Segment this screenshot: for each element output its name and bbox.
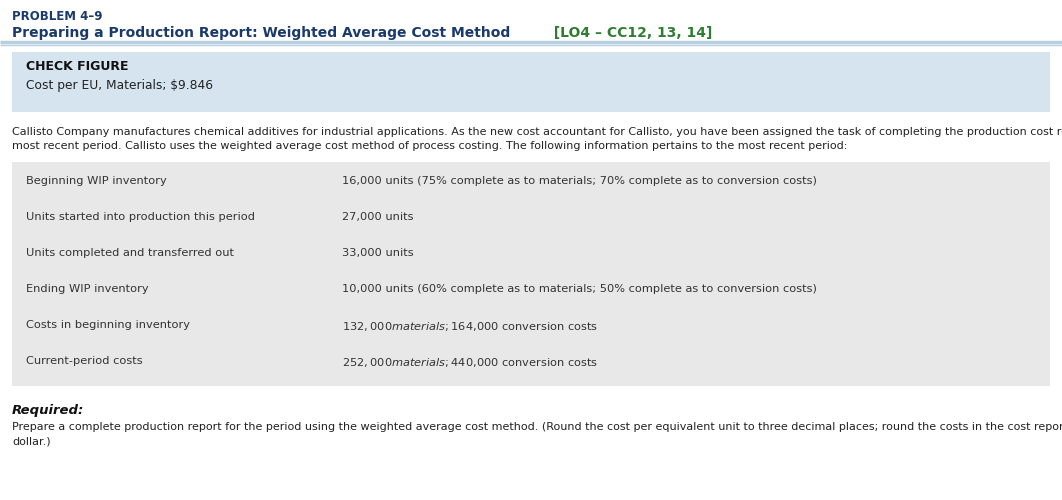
- Text: 16,000 units (75% complete as to materials; 70% complete as to conversion costs): 16,000 units (75% complete as to materia…: [342, 176, 817, 186]
- Text: Cost per EU, Materials; $9.846: Cost per EU, Materials; $9.846: [25, 79, 213, 92]
- Text: Units started into production this period: Units started into production this perio…: [25, 212, 255, 222]
- Text: Ending WIP inventory: Ending WIP inventory: [25, 284, 149, 294]
- FancyBboxPatch shape: [12, 162, 1050, 386]
- FancyBboxPatch shape: [12, 52, 1050, 112]
- Text: Required:: Required:: [12, 404, 84, 417]
- Text: Costs in beginning inventory: Costs in beginning inventory: [25, 320, 190, 330]
- Text: dollar.): dollar.): [12, 436, 51, 446]
- Text: Units completed and transferred out: Units completed and transferred out: [25, 248, 234, 258]
- Text: Beginning WIP inventory: Beginning WIP inventory: [25, 176, 167, 186]
- Text: 10,000 units (60% complete as to materials; 50% complete as to conversion costs): 10,000 units (60% complete as to materia…: [342, 284, 817, 294]
- Text: Current-period costs: Current-period costs: [25, 356, 142, 366]
- Text: Prepare a complete production report for the period using the weighted average c: Prepare a complete production report for…: [12, 422, 1062, 432]
- Text: Preparing a Production Report: Weighted Average Cost Method: Preparing a Production Report: Weighted …: [12, 26, 510, 40]
- Text: CHECK FIGURE: CHECK FIGURE: [25, 60, 129, 73]
- Text: 33,000 units: 33,000 units: [342, 248, 413, 258]
- Text: $252,000 materials; $440,000 conversion costs: $252,000 materials; $440,000 conversion …: [342, 356, 598, 369]
- Text: most recent period. Callisto uses the weighted average cost method of process co: most recent period. Callisto uses the we…: [12, 141, 847, 151]
- Text: [LO4 – CC12, 13, 14]: [LO4 – CC12, 13, 14]: [544, 26, 713, 40]
- Text: Callisto Company manufactures chemical additives for industrial applications. As: Callisto Company manufactures chemical a…: [12, 127, 1062, 137]
- Text: $132,000 materials; $164,000 conversion costs: $132,000 materials; $164,000 conversion …: [342, 320, 598, 333]
- Text: PROBLEM 4–9: PROBLEM 4–9: [12, 10, 103, 23]
- Text: 27,000 units: 27,000 units: [342, 212, 413, 222]
